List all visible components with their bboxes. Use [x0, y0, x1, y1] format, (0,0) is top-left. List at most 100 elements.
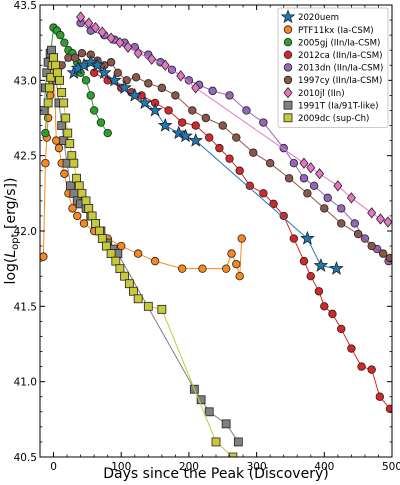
data-point-2020uem	[147, 102, 163, 117]
data-point-ptf11kx	[52, 136, 61, 145]
data-point-2020uem	[157, 117, 173, 132]
data-point-2009dc	[143, 301, 153, 311]
data-point-2010jl	[84, 17, 94, 29]
data-point-2009dc	[77, 188, 87, 198]
legend-marker-1997cy	[283, 75, 293, 85]
x-axis-title: Days since the Peak (Discovery)	[103, 466, 328, 482]
data-point-ptf11kx	[117, 241, 126, 251]
x-tick-label: 500	[382, 461, 400, 473]
data-point-1991t	[57, 121, 67, 130]
x-tick-label: 300	[247, 461, 267, 473]
y-tick-label: 42.5	[14, 151, 37, 163]
data-point-2012ca	[205, 133, 214, 142]
data-point-2005gj	[60, 38, 69, 47]
data-point-2009dc	[69, 158, 79, 168]
data-point-2013dn	[299, 174, 309, 183]
data-point-2020uem	[90, 57, 105, 72]
data-point-2012ca	[367, 365, 376, 374]
data-point-2020uem	[188, 132, 203, 147]
x-tick-label: 200	[179, 461, 199, 473]
data-point-2009dc	[43, 98, 53, 108]
data-point-2012ca	[245, 181, 255, 190]
data-point-2010jl	[299, 157, 309, 169]
legend-label: 2013dn (IIn/Ia-CSM)	[298, 64, 383, 74]
legend-marker-2005gj	[283, 38, 293, 47]
data-point-2020uem	[137, 95, 153, 110]
data-point-2020uem	[329, 261, 344, 275]
legend-label: 2005gj (IIn/Ia-CSM)	[298, 38, 380, 48]
data-point-1997cy	[232, 133, 241, 142]
data-point-2012ca	[215, 143, 224, 153]
data-point-2020uem	[83, 54, 99, 69]
y-tick-label: 43.0	[14, 75, 37, 87]
data-point-2010jl	[375, 213, 386, 225]
legend-box	[277, 7, 389, 128]
y-axis-title-prefix: log(	[3, 258, 19, 285]
data-point-ptf11kx	[73, 211, 82, 221]
data-point-2020uem	[97, 65, 112, 79]
data-point-2012ca	[357, 362, 366, 371]
data-point-1997cy	[353, 229, 363, 239]
data-point-2012ca	[191, 121, 200, 130]
data-point-2009dc	[228, 452, 238, 457]
data-point-2010jl	[383, 216, 392, 228]
data-point-2009dc	[101, 241, 111, 251]
data-point-2012ca	[259, 189, 268, 198]
data-point-ptf11kx	[40, 252, 48, 261]
data-point-2013dn	[289, 158, 299, 168]
y-tick-label: 41.5	[14, 301, 37, 313]
legend-marker-2012ca	[283, 50, 293, 59]
legend-marker-2020uem	[280, 9, 296, 24]
data-point-2013dn	[259, 118, 268, 127]
data-point-2013dn	[242, 106, 251, 115]
data-point-2009dc	[106, 249, 116, 259]
data-point-2009dc	[133, 294, 143, 304]
data-point-2009dc	[129, 286, 138, 296]
data-point-2009dc	[115, 264, 125, 274]
data-point-2010jl	[333, 180, 343, 192]
data-point-2010jl	[90, 21, 101, 34]
data-point-2012ca	[235, 166, 244, 175]
y-axis-title-unit: [erg/s])	[3, 178, 19, 234]
data-point-ptf11kx	[221, 264, 231, 273]
data-point-2012ca	[320, 302, 329, 311]
data-point-1991t	[196, 395, 206, 405]
x-tick-label: 400	[314, 461, 334, 473]
y-axis-title: log(Lopt [erg/s])	[3, 178, 21, 285]
data-point-1997cy	[113, 68, 123, 77]
legend-marker-1991t	[283, 100, 293, 110]
data-point-2009dc	[61, 113, 71, 123]
data-point-2009dc	[74, 181, 84, 191]
data-point-2009dc	[95, 226, 104, 236]
data-point-2013dn	[225, 91, 234, 100]
data-point-ptf11kx	[54, 143, 64, 153]
data-point-2009dc	[67, 151, 77, 161]
data-point-2012ca	[299, 256, 309, 266]
data-point-1997cy	[379, 249, 388, 258]
data-point-1997cy	[320, 204, 329, 213]
data-point-1991t	[204, 407, 214, 417]
x-tick-label: 100	[111, 461, 131, 473]
data-point-1997cy	[157, 83, 167, 93]
data-point-ptf11kx	[68, 204, 77, 213]
data-point-2012ca	[279, 211, 288, 221]
data-point-1997cy	[70, 53, 80, 62]
data-point-ptf11kx	[198, 264, 207, 273]
data-point-2013dn	[337, 204, 346, 213]
data-point-2009dc	[65, 139, 75, 149]
data-point-2012ca	[385, 404, 392, 413]
data-point-2009dc	[157, 304, 167, 314]
series-1997cy	[52, 49, 392, 263]
data-point-2012ca	[375, 392, 385, 401]
data-point-2005gj	[103, 128, 112, 138]
data-point-ptf11kx	[79, 219, 89, 228]
data-point-2010jl	[76, 11, 86, 23]
data-point-2012ca	[225, 154, 234, 163]
data-point-2013dn	[323, 193, 332, 203]
series-2010jl	[76, 11, 392, 228]
data-point-2009dc	[45, 83, 54, 93]
data-point-2012ca	[289, 234, 299, 243]
data-point-2010jl	[346, 192, 356, 204]
data-point-ptf11kx	[177, 264, 187, 273]
